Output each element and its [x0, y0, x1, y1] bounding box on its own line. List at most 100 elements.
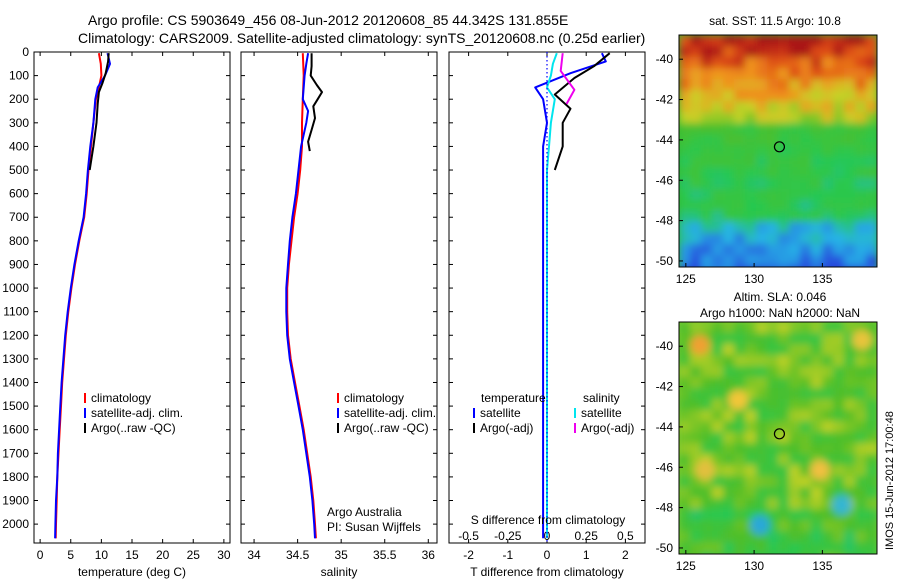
sla-cell: [811, 410, 823, 422]
sla-cell: [811, 333, 823, 345]
legend-header-temperature: temperature: [481, 391, 546, 405]
sst-cell: [866, 266, 877, 267]
sst-cell: [690, 255, 702, 267]
sst-cell: [833, 90, 845, 102]
sla-cell: [800, 410, 812, 422]
sst-cell: [800, 167, 812, 179]
sla-cell: [701, 487, 713, 499]
series-line-satellite-adj-clim: [285, 53, 316, 539]
argo-australia-annotation: Argo Australia: [327, 505, 402, 519]
sla-cell: [723, 487, 735, 499]
sla-cell: [866, 465, 877, 477]
sst-cell: [679, 35, 691, 47]
sla-cell: [778, 355, 790, 367]
sst-cell: [723, 145, 735, 157]
sla-cell: [844, 553, 856, 554]
sla-cell: [800, 520, 812, 532]
sla-cell: [789, 520, 801, 532]
sst-cell: [811, 134, 823, 146]
sla-cell: [800, 344, 812, 356]
sst-cell: [734, 255, 746, 267]
sst-cell: [723, 90, 735, 102]
sla-eddy: [810, 460, 830, 480]
sla-cell: [778, 322, 790, 334]
sst-cell: [778, 57, 790, 69]
sst-cell: [789, 134, 801, 146]
sla-cell: [778, 432, 790, 444]
sst-cell: [701, 233, 713, 245]
sla-cell: [833, 333, 845, 345]
y-tick-label: 1600: [2, 423, 29, 437]
sla-cell: [855, 377, 867, 389]
sla-cell: [844, 454, 856, 466]
sla-cell: [855, 388, 867, 400]
sst-cell: [679, 244, 691, 256]
sst-cell: [767, 200, 779, 212]
sst-cell: [822, 101, 834, 113]
sst-cell: [833, 57, 845, 69]
sla-cell: [789, 333, 801, 345]
sla-cell: [800, 553, 812, 554]
sla-cell: [789, 377, 801, 389]
sst-cell: [811, 178, 823, 190]
sla-cell: [855, 509, 867, 521]
sst-cell: [822, 200, 834, 212]
sla-cell: [679, 399, 691, 411]
sst-cell: [811, 255, 823, 267]
sla-cell: [712, 377, 724, 389]
sla-cell: [866, 553, 877, 554]
sst-cell: [679, 79, 691, 91]
sst-cell: [844, 156, 856, 168]
sst-cell: [745, 178, 757, 190]
sst-cell: [778, 101, 790, 113]
sst-cell: [778, 145, 790, 157]
y-tick-label: 1400: [2, 375, 29, 389]
sst-cell: [756, 178, 768, 190]
sst-cell: [712, 35, 724, 47]
sla-cell: [701, 377, 713, 389]
top-x-tick-label: -0.5: [458, 529, 479, 543]
sst-cell: [701, 134, 713, 146]
sla-cell: [822, 377, 834, 389]
sst-cell: [745, 222, 757, 234]
sla-cell: [778, 344, 790, 356]
sla-cell: [811, 498, 823, 510]
sst-cell: [778, 233, 790, 245]
sst-map-ticks: 125 130 135 -40 -42 -44 -46 -48 -50: [656, 52, 833, 286]
y-tick-label: 400: [9, 139, 29, 153]
y-tick-label: 1500: [2, 399, 29, 413]
y-tick-label: 2000: [2, 517, 29, 531]
sst-cell: [756, 68, 768, 80]
sst-cell: [745, 57, 757, 69]
sla-cell: [866, 366, 877, 378]
sst-cell: [734, 134, 746, 146]
sla-cell: [734, 355, 746, 367]
temperature-xlabel: temperature (deg C): [78, 565, 186, 579]
sst-cell: [712, 112, 724, 124]
sst-cell: [800, 57, 812, 69]
sst-cell: [811, 90, 823, 102]
sst-cell: [822, 167, 834, 179]
sla-cell: [767, 509, 779, 521]
sst-cell: [734, 189, 746, 201]
sla-cell: [778, 465, 790, 477]
sst-cell: [800, 156, 812, 168]
sst-cell: [833, 145, 845, 157]
sst-cell: [844, 134, 856, 146]
sst-cell: [789, 178, 801, 190]
x-tick-label: 34.5: [286, 548, 310, 562]
sla-cell: [778, 366, 790, 378]
sst-cell: [800, 233, 812, 245]
sla-cell: [679, 410, 691, 422]
sla-cell: [866, 322, 877, 334]
series-line-temperature-argo-adj: [553, 52, 611, 171]
sst-cell: [679, 90, 691, 102]
sst-cell: [767, 266, 779, 267]
sst-cell: [712, 189, 724, 201]
sla-cell: [866, 443, 877, 455]
sst-cell: [811, 101, 823, 113]
sla-cell: [712, 509, 724, 521]
x-tick-label: 0: [37, 548, 44, 562]
sla-cell: [723, 322, 735, 334]
sst-cell: [679, 145, 691, 157]
